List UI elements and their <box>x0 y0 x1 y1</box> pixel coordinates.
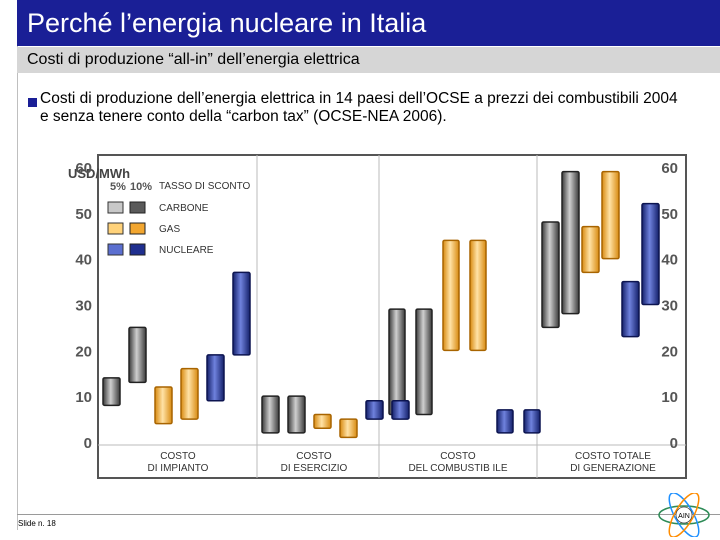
x-category-label: COSTO <box>160 451 196 462</box>
slide-subtitle: Costi di produzione “all-in” dell’energi… <box>27 51 360 68</box>
legend-discount-10: 10% <box>130 181 152 193</box>
bar-carbone-10pct <box>415 308 433 416</box>
subtitle-bar: Costi di produzione “all-in” dell’energi… <box>17 47 720 73</box>
title-bar: Perché l’energia nucleare in Italia <box>17 0 720 46</box>
slide-number: Slide n. 18 <box>18 519 56 528</box>
legend-label-carbone: CARBONE <box>159 203 209 214</box>
y-tick-label-left: 30 <box>75 298 92 315</box>
y-tick-label-right: 60 <box>661 160 678 177</box>
y-axis-title: USD/MWh <box>68 166 130 181</box>
y-tick-label-left: 50 <box>75 206 92 223</box>
y-tick-label-right: 30 <box>661 298 678 315</box>
legend-swatch-5-gas <box>107 222 124 235</box>
bar-carbone-10pct <box>287 395 306 434</box>
legend-label-gas: GAS <box>159 224 180 235</box>
y-tick-label-right: 40 <box>661 252 678 269</box>
bar-nucleare-5pct <box>496 409 514 434</box>
bullet-text: Costi di produzione dell’energia elettri… <box>40 90 678 125</box>
x-category-label: DEL COMBUSTIB ILE <box>408 463 507 474</box>
legend-label-nucleare: NUCLEARE <box>159 245 214 256</box>
x-category-label: COSTO <box>440 451 476 462</box>
x-category-label: COSTO <box>296 451 332 462</box>
y-tick-label-right: 50 <box>661 206 678 223</box>
bar-nucleare-5pct <box>621 280 640 338</box>
x-category-label: DI GENERAZIONE <box>570 463 656 474</box>
y-tick-label-right: 20 <box>661 343 678 360</box>
cost-chart: USD/MWh 0 10 20 30 40 50 60 0 10 20 30 40 50 60 COSTO… <box>66 150 690 480</box>
legend-swatch-10-nucleare <box>129 243 146 256</box>
footer-rule <box>17 514 720 515</box>
slide-title: Perché l’energia nucleare in Italia <box>27 8 427 38</box>
bar-nucleare-10pct <box>232 271 251 356</box>
bar-carbone-10pct <box>128 326 147 384</box>
legend-swatch-5-nucleare <box>107 243 124 256</box>
y-tick-label-left: 60 <box>75 160 92 177</box>
bar-gas-5pct <box>154 386 173 425</box>
x-category-label: DI ESERCIZIO <box>281 463 348 474</box>
bar-nucleare-10pct <box>641 202 660 306</box>
y-tick-label-left: 20 <box>75 343 92 360</box>
bar-nucleare-5pct <box>365 400 384 420</box>
bullet-square-icon <box>28 98 37 107</box>
bar-nucleare-10pct <box>523 409 541 434</box>
bar-gas-10pct <box>180 367 199 420</box>
y-tick-label-left: 0 <box>84 435 92 452</box>
y-tick-label-left: 40 <box>75 252 92 269</box>
legend-swatch-10-carbone <box>129 201 146 214</box>
x-category-label: DI IMPIANTO <box>148 463 209 474</box>
ain-logo: AIN <box>658 493 710 537</box>
left-rule <box>17 0 18 530</box>
bar-gas-10pct <box>339 418 358 439</box>
bar-carbone-5pct <box>102 377 121 407</box>
bar-carbone-10pct <box>561 170 580 315</box>
bar-gas-5pct <box>581 225 600 274</box>
y-tick-label-left: 10 <box>75 389 92 406</box>
legend-swatch-10-gas <box>129 222 146 235</box>
y-tick-label-right: 0 <box>670 435 678 452</box>
logo-text: AIN <box>678 513 690 520</box>
legend-discount-5: 5% <box>110 181 126 193</box>
x-category-label: COSTO TOTALE <box>575 451 651 462</box>
bar-carbone-5pct <box>261 395 280 434</box>
bar-gas-5pct <box>442 239 460 352</box>
y-tick-label-right: 10 <box>661 389 678 406</box>
bar-nucleare-10pct <box>391 400 410 420</box>
bar-gas-10pct <box>469 239 487 352</box>
legend-swatch-5-carbone <box>107 201 124 214</box>
bar-carbone-5pct <box>388 308 406 416</box>
bar-gas-5pct <box>313 413 332 429</box>
legend-header: TASSO DI SCONTO <box>159 181 251 192</box>
bar-nucleare-5pct <box>206 354 225 402</box>
bar-carbone-5pct <box>541 221 560 329</box>
bar-gas-10pct <box>601 170 620 260</box>
